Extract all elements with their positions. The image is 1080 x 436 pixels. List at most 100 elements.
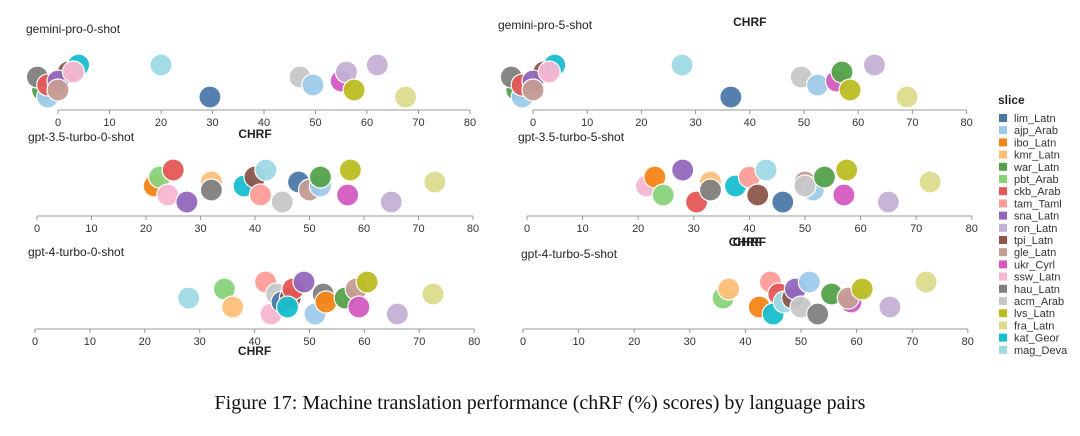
point-lvs_Latn — [338, 158, 362, 182]
panel-gpt-3.5-turbo-5-shot: gpt-3.5-turbo-5-shot 0 10 20 30 40 50 60 70 80 CHR… — [518, 130, 978, 249]
x-axis-title: CHRF — [733, 15, 766, 29]
x-tick-label: 40 — [739, 336, 751, 348]
legend-swatch — [999, 126, 1007, 135]
x-tick-label: 60 — [358, 223, 370, 235]
point-ukr_Cyrl — [347, 295, 371, 319]
legend-swatch — [999, 248, 1007, 257]
x-tick-label: 80 — [464, 117, 476, 129]
x-tick-label: 80 — [962, 336, 974, 348]
point-ron_Latn — [876, 190, 901, 214]
legend-label: ajp_Arab — [1014, 125, 1058, 137]
point-ron_Latn — [365, 53, 389, 77]
legend-label: ibo_Latn — [1014, 137, 1056, 149]
panel-title: gemini-pro-0-shot — [26, 22, 121, 36]
point-ibo_Latn — [314, 290, 338, 314]
legend-swatch — [999, 138, 1007, 147]
point-ckb_Arab — [161, 158, 185, 182]
x-tick-label: 30 — [206, 117, 218, 129]
x-tick-label: 80 — [467, 223, 479, 235]
x-tick-label: 50 — [303, 336, 315, 348]
legend-swatch — [999, 260, 1007, 269]
legend-swatch — [999, 223, 1007, 232]
point-gle_Latn — [46, 78, 70, 102]
legend-swatch — [999, 333, 1007, 342]
legend: slice lim_Latnajp_Arabibo_Latnkmr_Latnwar… — [998, 93, 1068, 357]
x-tick-label: 0 — [520, 336, 526, 348]
point-tam_Taml — [248, 183, 273, 207]
x-tick-label: 20 — [632, 223, 644, 235]
legend-swatch — [999, 309, 1007, 318]
legend-label: lim_Latn — [1014, 113, 1056, 125]
point-hau_Latn — [698, 178, 723, 202]
panel-gemini-pro-5-shot: gemini-pro-5-shot 0 10 20 30 40 50 60 70 80 CHRF — [498, 15, 973, 129]
point-sna_Latn — [671, 158, 695, 182]
x-tick-label: 70 — [413, 336, 425, 348]
x-tick-label: 60 — [361, 117, 373, 129]
panel-title: gemini-pro-5-shot — [498, 18, 593, 32]
legend-label: tpi_Latn — [1014, 235, 1053, 247]
x-tick-label: 30 — [194, 223, 206, 235]
x-axis-title: CHRF — [238, 344, 271, 358]
legend-label: fra_Latn — [1014, 320, 1054, 332]
legend-label: kmr_Latn — [1014, 150, 1060, 162]
x-tick-label: 60 — [852, 117, 864, 129]
point-kat_Geor — [275, 295, 300, 319]
x-tick-label: 0 — [55, 117, 61, 129]
point-hau_Latn — [806, 302, 830, 326]
point-mag_Deva — [254, 158, 278, 182]
x-tick-label: 30 — [689, 117, 701, 129]
legend-label: ron_Latn — [1014, 223, 1057, 235]
x-tick-label: 70 — [910, 223, 922, 235]
panel-gpt-4-turbo-0-shot: gpt-4-turbo-0-shot 0 10 20 30 40 50 60 70 80 CHRF — [28, 245, 480, 358]
x-tick-label: 40 — [249, 223, 261, 235]
x-tick-label: 60 — [850, 336, 862, 348]
legend-label: ukr_Cyrl — [1014, 259, 1055, 271]
legend-label: kat_Geor — [1014, 333, 1060, 345]
point-sna_Latn — [175, 190, 199, 214]
legend-label: acm_Arab — [1014, 296, 1064, 308]
legend-swatch — [999, 297, 1007, 305]
point-ssw_Latn — [537, 60, 561, 84]
x-tick-label: 40 — [744, 117, 756, 129]
point-lvs_Latn — [342, 78, 366, 102]
x-axis-title: CHRF — [733, 235, 766, 249]
legend-swatch — [999, 272, 1007, 281]
x-tick-label: 80 — [966, 223, 978, 235]
x-tick-label: 70 — [906, 336, 918, 348]
x-tick-label: 50 — [309, 117, 321, 129]
point-fra_Latn — [914, 270, 938, 294]
x-tick-label: 50 — [303, 223, 315, 235]
point-ron_Latn — [862, 53, 887, 77]
x-tick-label: 20 — [140, 223, 152, 235]
legend-label: mag_Deva — [1014, 345, 1068, 357]
panel-title: gpt-3.5-turbo-0-shot — [28, 130, 135, 144]
legend-swatch — [999, 114, 1007, 122]
x-tick-label: 60 — [854, 223, 866, 235]
point-ukr_Cyrl — [832, 183, 856, 207]
point-fra_Latn — [423, 170, 447, 194]
point-war_Latn — [308, 165, 332, 189]
legend-swatch — [999, 321, 1007, 330]
panel-gpt-3.5-turbo-0-shot: gpt-3.5-turbo-0-shot 0 10 20 30 40 50 60 70 80 CHR… — [28, 127, 479, 235]
x-tick-label: 70 — [906, 117, 918, 129]
point-ajp_Arab — [797, 270, 821, 294]
legend-swatch — [999, 150, 1007, 159]
x-tick-label: 10 — [576, 223, 588, 235]
point-lvs_Latn — [850, 277, 874, 301]
x-tick-label: 20 — [139, 336, 151, 348]
point-pbt_Arab — [651, 183, 675, 207]
x-tick-label: 40 — [248, 336, 260, 348]
point-lim_Latn — [198, 85, 222, 109]
point-lim_Latn — [771, 190, 795, 214]
point-ajp_Arab — [805, 73, 830, 97]
x-tick-label: 50 — [795, 336, 807, 348]
point-gle_Latn — [521, 78, 545, 102]
legend-swatch — [999, 162, 1007, 171]
legend-swatch — [999, 211, 1007, 220]
point-lim_Latn — [719, 85, 743, 109]
point-sna_Latn — [292, 270, 316, 294]
x-tick-label: 50 — [799, 223, 811, 235]
point-ajp_Arab — [301, 73, 325, 97]
legend-label: pbt_Arab — [1014, 174, 1059, 186]
